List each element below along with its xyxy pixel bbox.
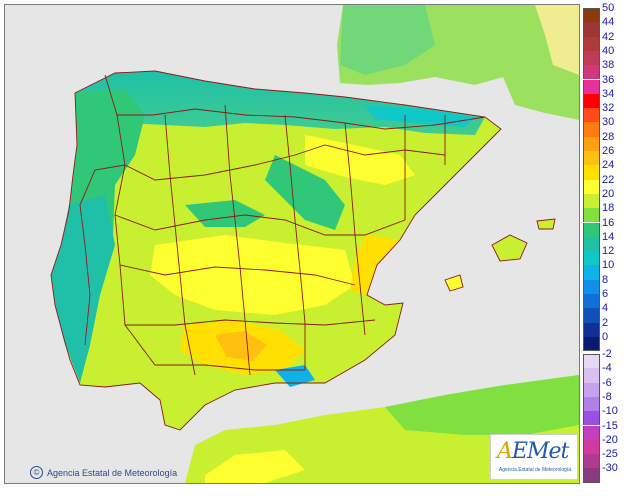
- north-africa-warm: [205, 450, 305, 483]
- legend-label: 2: [602, 316, 609, 329]
- temperature-map: [4, 4, 580, 484]
- guadalquivir-hot: [215, 331, 267, 361]
- iberian-system-cool: [265, 155, 345, 230]
- legend-swatch: [583, 396, 600, 412]
- legend-swatch: [583, 382, 600, 397]
- north-africa-cool: [385, 375, 579, 435]
- legend-label: -15: [602, 419, 618, 432]
- legend-swatch: [583, 454, 600, 469]
- portugal-coast-cool: [51, 195, 115, 383]
- legend-swatch: [583, 151, 600, 166]
- ibiza-island: [445, 275, 463, 291]
- sierra-nevada-cool: [275, 365, 315, 387]
- legend-swatch: [583, 36, 600, 51]
- legend-swatch: [583, 65, 600, 80]
- legend-label: 16: [602, 216, 615, 229]
- legend-swatch: [583, 468, 600, 483]
- legend-label: 4: [602, 302, 609, 315]
- legend-label: 30: [602, 116, 615, 129]
- legend-label: 24: [602, 159, 615, 172]
- legend-swatch: [583, 322, 600, 337]
- legend-label: 44: [602, 16, 615, 29]
- legend-swatch: [583, 411, 600, 426]
- copyright-icon: ©: [30, 466, 43, 479]
- legend-label: 6: [602, 288, 609, 300]
- legend-label: 28: [602, 130, 615, 143]
- legend-label: 20: [602, 187, 615, 200]
- legend-swatch: [583, 368, 600, 383]
- legend-swatch: [583, 108, 600, 123]
- ebro-warm: [305, 135, 415, 185]
- legend-swatch: [583, 136, 600, 151]
- legend-label: 34: [602, 87, 615, 100]
- pyrenees-cold: [365, 105, 475, 127]
- legend-label: 32: [602, 102, 615, 115]
- aemet-logo: AEMet Agencia Estatal de Meteorología: [490, 434, 578, 480]
- legend-swatch: [583, 308, 600, 323]
- legend-label: -6: [602, 376, 612, 389]
- legend-label: 22: [602, 173, 615, 186]
- legend-swatch: [583, 425, 600, 440]
- levante-warm: [350, 235, 400, 295]
- legend-swatch: [583, 122, 600, 137]
- legend-swatch: [583, 93, 600, 109]
- legend-swatch: [583, 50, 600, 66]
- legend-swatch: [583, 208, 600, 223]
- legend-label: 50: [602, 2, 615, 14]
- legend-swatch: [583, 439, 600, 455]
- meseta-warm: [150, 235, 355, 315]
- mallorca-island: [492, 235, 527, 261]
- legend-swatch: [583, 336, 600, 352]
- legend-swatch: [583, 354, 600, 369]
- legend-label: 8: [602, 273, 609, 286]
- france-east-region: [535, 5, 579, 75]
- legend-label: 36: [602, 73, 615, 86]
- legend-label: -20: [602, 433, 618, 446]
- legend-label: 42: [602, 30, 615, 43]
- map-canvas: [5, 5, 579, 483]
- legend-swatch: [583, 8, 600, 23]
- legend-label: 12: [602, 245, 615, 258]
- legend-swatch: [583, 179, 600, 194]
- legend-label: -8: [602, 390, 612, 403]
- legend-label: -10: [602, 405, 618, 418]
- legend-label: -30: [602, 462, 618, 475]
- province-borders: [50, 70, 556, 431]
- logo-letters-rest: EMet: [511, 439, 569, 464]
- credit-text: Agencia Estatal de Meteorología: [47, 467, 178, 478]
- legend-swatch: [583, 279, 600, 294]
- legend-label: 0: [602, 330, 609, 343]
- legend-swatch: [583, 236, 600, 252]
- legend-swatch: [583, 222, 600, 237]
- legend-label: 38: [602, 59, 615, 72]
- legend-swatch: [583, 251, 600, 266]
- legend-label: 40: [602, 44, 615, 57]
- logo-subtitle: Agencia Estatal de Meteorología: [498, 467, 572, 473]
- aemet-logo-mark: AEMet: [497, 439, 569, 464]
- france-coast-cool: [340, 5, 435, 75]
- credit-line: © Agencia Estatal de Meteorología: [30, 466, 177, 479]
- legend-swatch: [583, 165, 600, 180]
- legend-label: -2: [602, 348, 612, 360]
- legend-label: 18: [602, 202, 615, 215]
- logo-letter-a: A: [497, 439, 513, 464]
- menorca-island: [537, 219, 555, 229]
- legend-swatch: [583, 265, 600, 280]
- legend-swatch: [583, 294, 600, 309]
- legend-swatch: [583, 193, 600, 209]
- legend-swatch: [583, 79, 600, 94]
- legend-label: 10: [602, 259, 615, 272]
- legend-label: 26: [602, 145, 615, 157]
- temperature-legend: 50 44 42 40 38 36 34 32 30 28 26 24 22 20 18 16 14 12 10 8 6…: [583, 3, 629, 484]
- legend-label: -4: [602, 362, 612, 375]
- legend-label: 14: [602, 230, 615, 243]
- legend-swatch: [583, 22, 600, 37]
- legend-label: -25: [602, 448, 618, 461]
